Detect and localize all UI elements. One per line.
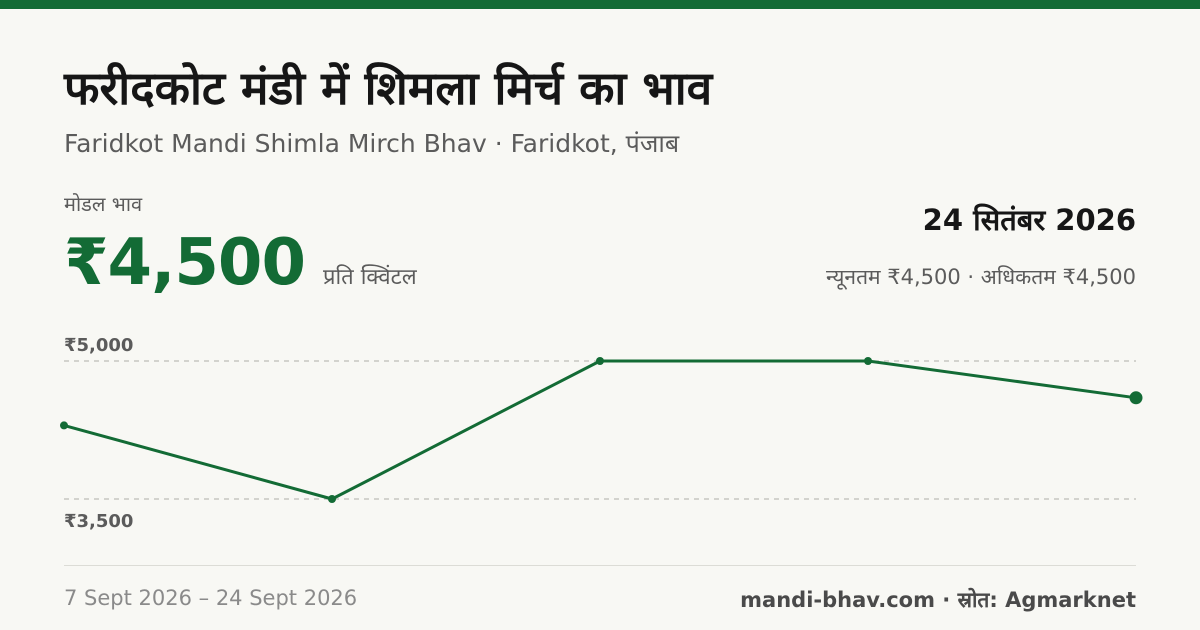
latest-data-point [1129,391,1143,405]
price-unit: प्रति क्विंटल [322,265,417,290]
footer-divider [64,565,1136,566]
y-tick-label: ₹3,500 [64,511,133,532]
page-subtitle: Faridkot Mandi Shimla Mirch Bhav · Farid… [64,129,680,158]
data-point [596,357,604,365]
page-title: फरीदकोट मंडी में शिमला मिर्च का भाव [64,61,713,115]
top-accent-bar [0,0,1200,9]
price-row: ₹4,500 प्रति क्विंटल [64,226,417,300]
series-line [62,359,1138,501]
y-tick-label: ₹5,000 [64,335,133,356]
data-point [864,357,872,365]
price-date: 24 सितंबर 2026 [922,203,1136,237]
data-point [60,421,68,430]
modal-price-label: मोडल भाव [64,192,143,216]
min-max-price: न्यूनतम ₹4,500 · अधिकतम ₹4,500 [826,265,1136,289]
source-credit: mandi-bhav.com · स्रोत: Agmarknet [740,588,1136,612]
data-point [328,495,336,503]
modal-price-value: ₹4,500 [64,226,306,300]
date-range: 7 Sept 2026 – 24 Sept 2026 [64,586,358,610]
